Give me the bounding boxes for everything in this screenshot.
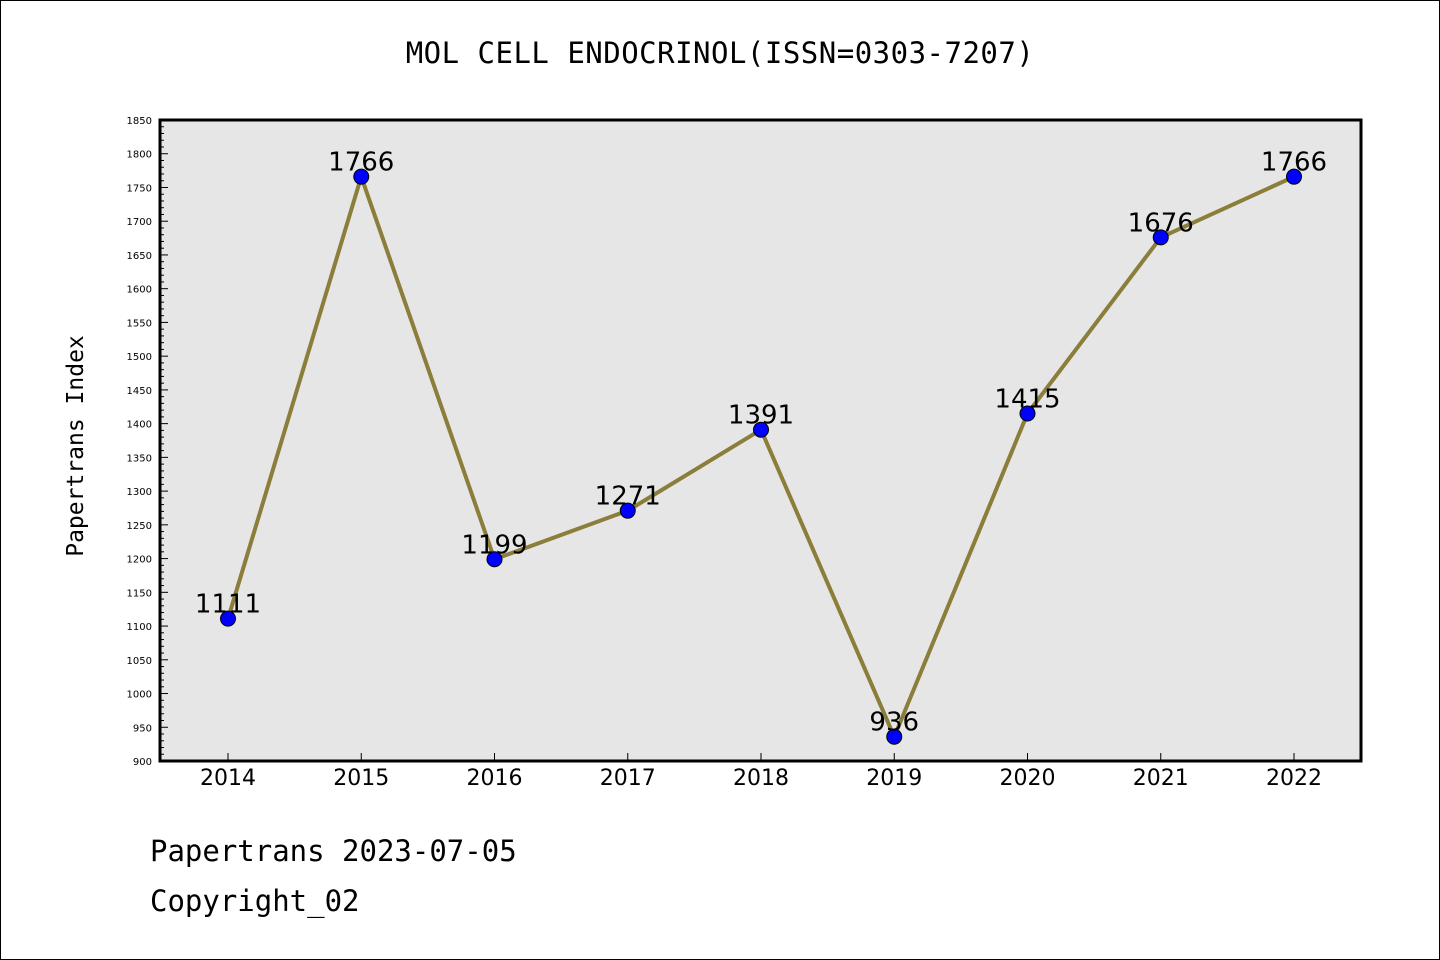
y-tick-label: 1700 — [127, 217, 152, 228]
x-tick-label: 2021 — [1133, 766, 1189, 791]
y-tick-label: 1600 — [127, 285, 152, 296]
x-tick-label: 2020 — [1000, 766, 1056, 791]
data-label: 1766 — [1261, 148, 1327, 178]
y-tick-label: 900 — [133, 757, 152, 768]
data-point — [1286, 168, 1302, 185]
data-point — [753, 421, 769, 438]
data-labels: 1111 1766 1199 1271 1391 936 1415 1676 1766 — [195, 148, 1327, 738]
chart-title: MOL CELL ENDOCRINOL(ISSN=0303-7207) — [405, 36, 1035, 70]
y-tick-label: 1000 — [127, 690, 152, 701]
x-tick-label: 2014 — [200, 766, 256, 791]
data-label: 1676 — [1128, 208, 1194, 238]
footer-copyright: Copyright_02 — [150, 884, 360, 918]
series-markers — [220, 168, 1302, 745]
y-tick-label: 1050 — [127, 656, 152, 667]
y-tick-label: 1500 — [127, 352, 152, 363]
x-tick-label: 2019 — [866, 766, 922, 791]
y-tick-label: 1850 — [127, 116, 152, 127]
data-label: 1199 — [461, 530, 527, 560]
data-point — [353, 168, 370, 185]
x-tick-label: 2017 — [600, 766, 656, 791]
x-axis: 2014 2015 2016 2017 2018 2019 2020 2021 2022 — [200, 753, 1322, 791]
y-tick-label: 1300 — [127, 487, 152, 498]
x-tick-label: 2015 — [333, 766, 389, 791]
data-point — [1019, 405, 1036, 422]
data-point — [486, 551, 503, 568]
y-tick-label: 1200 — [127, 555, 152, 566]
y-tick-label: 1150 — [127, 588, 152, 599]
y-tick-label: 1750 — [127, 183, 152, 194]
y-tick-label: 1250 — [127, 521, 152, 532]
data-label: 936 — [869, 708, 919, 738]
data-point — [619, 502, 636, 519]
data-label: 1111 — [195, 590, 261, 620]
y-tick-label: 1550 — [127, 318, 152, 329]
data-point — [220, 610, 236, 627]
y-tick-label: 1450 — [127, 386, 152, 397]
data-point — [886, 728, 903, 745]
plot-border — [158, 118, 1363, 763]
data-point — [1152, 229, 1169, 246]
y-tick-label: 1400 — [127, 420, 152, 431]
data-label: 1766 — [328, 148, 394, 178]
y-tick-label: 1800 — [127, 150, 152, 161]
y-tick-label: 1350 — [127, 453, 152, 464]
y-axis: 900 950 1000 1050 1100 1150 1200 1250 1300 1350 14… — [127, 116, 168, 768]
x-tick-label: 2022 — [1266, 766, 1322, 791]
x-tick-label: 2018 — [733, 766, 789, 791]
x-tick-label: 2016 — [467, 766, 523, 791]
data-label: 1391 — [728, 401, 794, 431]
y-tick-label: 1100 — [127, 622, 152, 633]
footer-date: Papertrans 2023-07-05 — [150, 834, 517, 868]
data-label: 1415 — [994, 385, 1060, 415]
y-tick-label: 1650 — [127, 251, 152, 262]
plot-area — [160, 120, 1361, 761]
data-label: 1271 — [595, 482, 661, 512]
y-tick-label: 950 — [133, 723, 152, 734]
